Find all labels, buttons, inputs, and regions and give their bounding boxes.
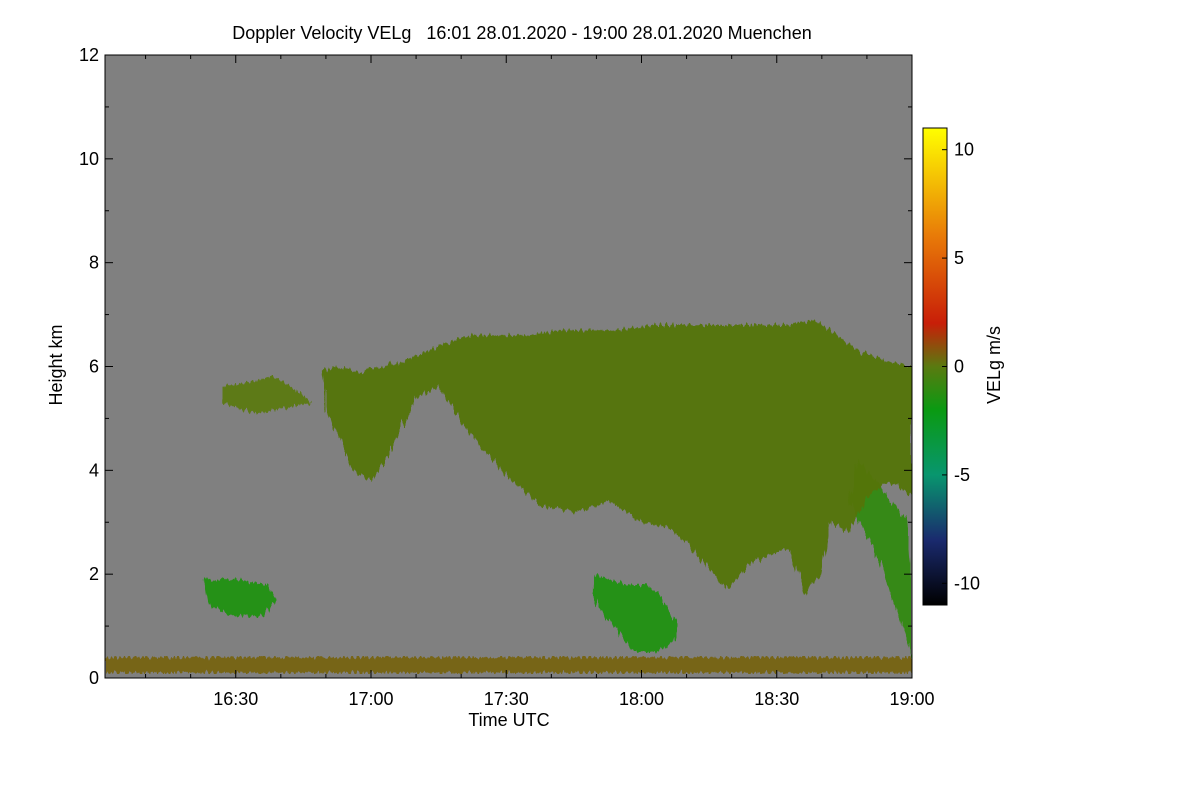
x-tick-label: 16:30 — [213, 689, 258, 709]
y-tick-label: 12 — [79, 45, 99, 65]
y-tick-label: 6 — [89, 357, 99, 377]
plot-area — [104, 54, 913, 679]
colorbar-tick-label: 5 — [954, 248, 964, 268]
colorbar: 10 5 0 -5 -10 — [922, 127, 980, 606]
colorbar-tick-label: -10 — [954, 573, 980, 593]
x-tick-label: 17:30 — [484, 689, 529, 709]
y-tick-label: 0 — [89, 668, 99, 688]
y-axis: 0 2 4 6 8 10 12 — [79, 45, 912, 688]
x-tick-label: 19:00 — [889, 689, 934, 709]
echo-main-upper-cloud-texture — [321, 319, 912, 595]
echo-western-upper-patch — [222, 376, 313, 414]
echo-low-cloud-center — [591, 574, 678, 652]
colorbar-tick-label: -5 — [954, 465, 970, 485]
y-tick-label: 8 — [89, 253, 99, 273]
echo-regions — [105, 319, 912, 673]
echo-low-clutter-band — [105, 657, 912, 673]
x-axis-label: Time UTC — [468, 710, 549, 730]
y-tick-label: 2 — [89, 564, 99, 584]
echo-eastern-descending-streak — [848, 459, 912, 658]
x-tick-label: 17:00 — [348, 689, 393, 709]
y-tick-label: 4 — [89, 460, 99, 480]
colorbar-tick-label: 0 — [954, 357, 964, 377]
y-axis-label: Height km — [46, 324, 66, 405]
x-tick-label: 18:30 — [754, 689, 799, 709]
colorbar-label: VELg m/s — [984, 326, 1004, 404]
colorbar-tick-label: 10 — [954, 140, 974, 160]
echo-low-cloud-west — [204, 579, 277, 616]
chart-title: Doppler Velocity VELg 16:01 28.01.2020 -… — [232, 23, 811, 43]
y-tick-label: 10 — [79, 149, 99, 169]
x-axis: 16:30 17:00 17:30 18:00 18:30 19:00 — [145, 55, 935, 709]
x-tick-label: 18:00 — [619, 689, 664, 709]
